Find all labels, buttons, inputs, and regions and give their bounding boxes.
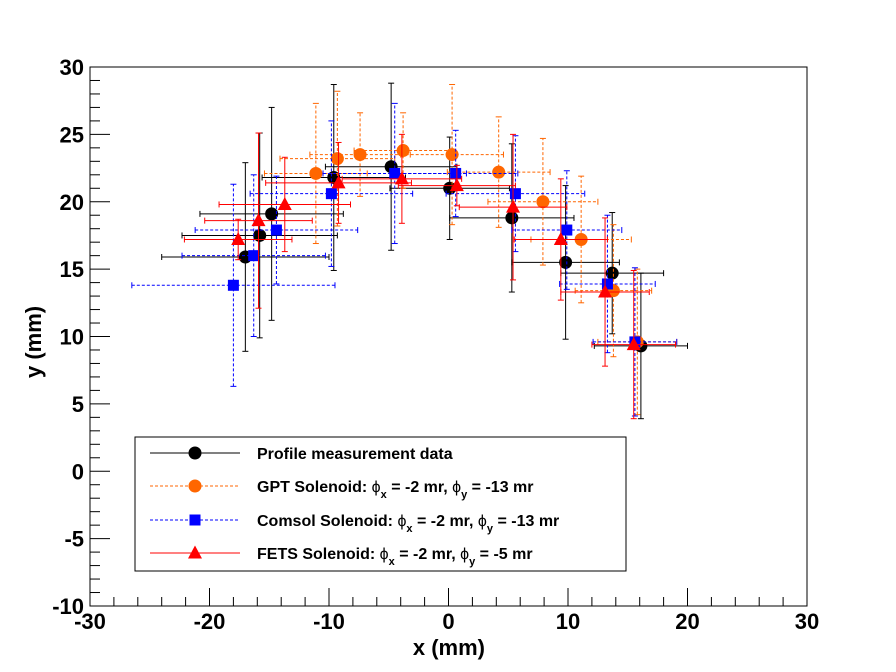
data-point bbox=[536, 195, 550, 209]
data-point bbox=[396, 144, 410, 158]
data-point bbox=[506, 199, 521, 213]
data-point bbox=[253, 228, 267, 242]
y-tick-label: 15 bbox=[60, 257, 84, 282]
data-point bbox=[561, 224, 573, 236]
data-point bbox=[227, 279, 239, 291]
data-point bbox=[450, 167, 462, 179]
data-point bbox=[331, 175, 346, 189]
x-tick-label: 20 bbox=[675, 609, 699, 634]
data-point bbox=[265, 207, 279, 221]
series-1 bbox=[161, 82, 688, 420]
y-tick-label: 0 bbox=[72, 459, 84, 484]
series-layer bbox=[131, 82, 688, 420]
data-point bbox=[601, 278, 613, 290]
legend-marker bbox=[188, 545, 202, 559]
legend-box bbox=[134, 436, 627, 572]
data-point bbox=[492, 165, 506, 179]
legend: Profile measurement data GPT Solenoid: ϕx… bbox=[134, 436, 627, 572]
x-tick-label: -10 bbox=[313, 609, 345, 634]
series-2 bbox=[263, 84, 678, 416]
legend-label: GPT Solenoid: ϕx = -2 mr, ϕy = -13 mr bbox=[257, 479, 534, 501]
data-point bbox=[248, 250, 260, 262]
data-point bbox=[598, 284, 613, 298]
y-tick-label: -5 bbox=[64, 527, 84, 552]
series-3 bbox=[131, 102, 678, 417]
legend-label: Comsol Solenoid: ϕx = -2 mr, ϕy = -13 mr bbox=[257, 513, 559, 535]
series-4 bbox=[183, 132, 677, 420]
x-tick-label: 0 bbox=[442, 609, 454, 634]
data-point bbox=[277, 196, 292, 210]
data-point bbox=[559, 255, 573, 269]
error-bar bbox=[487, 137, 599, 266]
x-tick-label: 10 bbox=[556, 609, 580, 634]
data-point bbox=[605, 266, 619, 280]
error-bar bbox=[511, 170, 623, 290]
y-tick-label: 30 bbox=[60, 55, 84, 80]
legend-marker bbox=[189, 514, 201, 526]
data-point bbox=[509, 188, 521, 200]
data-point bbox=[553, 231, 568, 245]
data-point bbox=[330, 152, 344, 166]
x-tick-label: -20 bbox=[194, 609, 226, 634]
x-tick-label: -30 bbox=[74, 609, 106, 634]
y-axis-title: y (mm) bbox=[21, 306, 46, 378]
legend-label: FETS Solenoid: ϕx = -2 mr, ϕy = -5 mr bbox=[257, 546, 533, 568]
data-point bbox=[270, 224, 282, 236]
y-tick-label: -10 bbox=[52, 594, 84, 619]
data-point bbox=[325, 188, 337, 200]
data-point bbox=[231, 231, 246, 245]
data-point bbox=[626, 337, 641, 351]
axis-ticks bbox=[89, 66, 808, 607]
data-point bbox=[251, 213, 266, 227]
data-point bbox=[353, 148, 367, 162]
data-point bbox=[389, 167, 401, 179]
y-tick-label: 5 bbox=[72, 392, 84, 417]
legend-marker bbox=[188, 479, 202, 493]
data-point bbox=[309, 166, 323, 180]
data-point bbox=[394, 171, 409, 185]
y-tick-label: 25 bbox=[60, 122, 84, 147]
y-tick-label: 10 bbox=[60, 325, 84, 350]
legend-marker bbox=[188, 446, 202, 460]
data-point bbox=[449, 178, 464, 192]
y-tick-label: 20 bbox=[60, 190, 84, 215]
legend-label: Profile measurement data bbox=[257, 446, 453, 463]
tick-labels: -30 -20 -10 0 10 20 30 -10 -5 0 5 10 15 20 25 30 bbox=[52, 55, 819, 634]
data-point bbox=[445, 148, 459, 162]
data-point bbox=[505, 211, 519, 225]
x-tick-label: 30 bbox=[795, 609, 819, 634]
x-axis-title: x (mm) bbox=[413, 635, 485, 660]
